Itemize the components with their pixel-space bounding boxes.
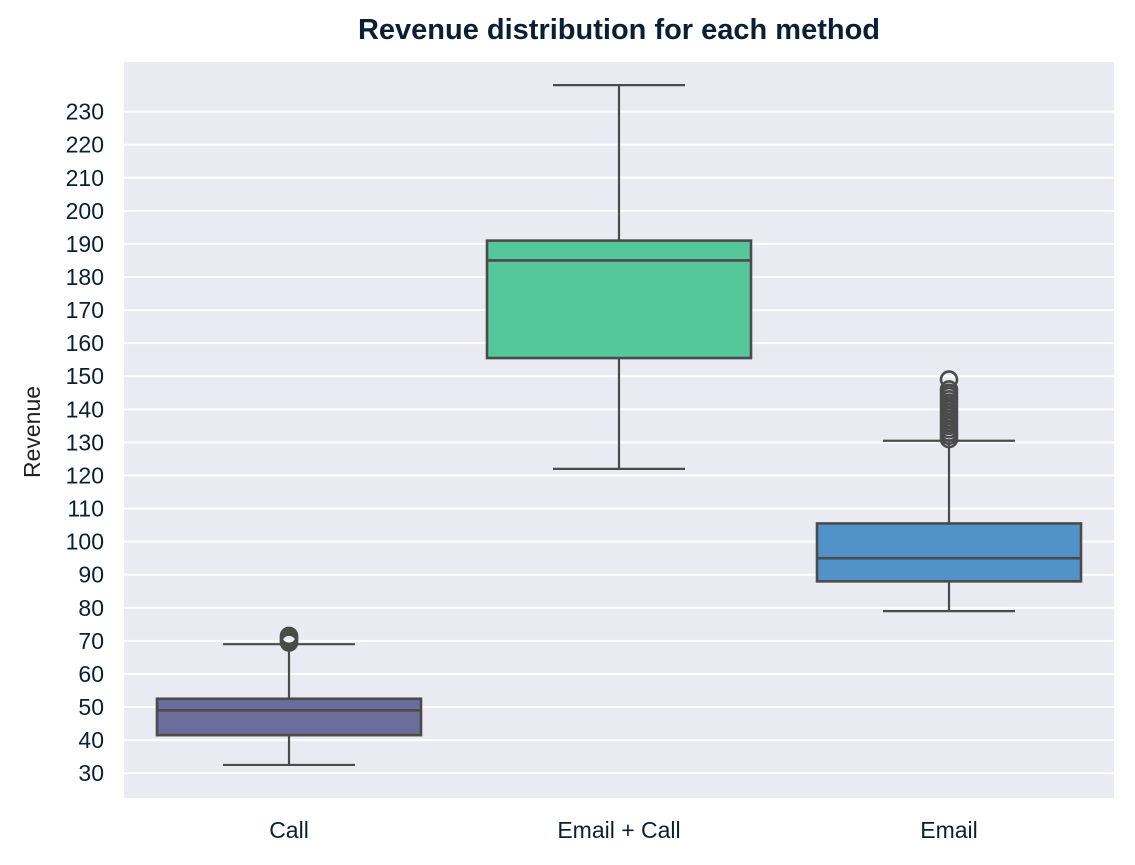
x-tick-label: Email + Call	[557, 817, 680, 843]
x-tick-labels: Call Email + Call Email	[269, 817, 978, 843]
y-tick-label: 90	[78, 562, 104, 588]
y-tick-label: 70	[78, 628, 104, 654]
y-tick-label: 160	[66, 330, 104, 356]
x-tick-label: Email	[920, 817, 978, 843]
y-tick-label: 140	[66, 396, 104, 422]
box-group	[485, 84, 753, 470]
y-tick-label: 100	[66, 529, 104, 555]
outlier-point	[939, 380, 959, 399]
y-tick-label: 30	[78, 760, 104, 786]
outlier-point	[939, 370, 959, 389]
y-tick-label: 50	[78, 694, 104, 720]
box	[485, 239, 753, 360]
y-tick-label: 210	[66, 165, 104, 191]
box	[815, 522, 1083, 583]
y-tick-labels: 30 40 50 60 70 80 90 100 110 120 130 140 150 160 170 18…	[66, 99, 104, 787]
y-tick-label: 170	[66, 297, 104, 323]
boxes	[155, 84, 1083, 767]
box	[155, 697, 423, 737]
chart-title: Revenue distribution for each method	[357, 14, 881, 46]
box-group	[815, 370, 1083, 613]
outlier-point	[279, 626, 299, 646]
y-tick-label: 180	[66, 264, 104, 290]
y-tick-label: 190	[66, 231, 104, 257]
y-tick-label: 130	[66, 429, 104, 455]
y-tick-label: 200	[66, 198, 104, 224]
y-tick-label: 220	[66, 132, 104, 158]
y-tick-label: 40	[78, 727, 104, 753]
x-tick-label: Call	[269, 817, 309, 843]
y-tick-label: 230	[66, 99, 104, 125]
y-tick-label: 150	[66, 363, 104, 389]
y-tick-label: 110	[67, 496, 104, 522]
y-axis-label: Revenue	[19, 386, 45, 478]
y-tick-label: 120	[66, 462, 104, 488]
y-tick-label: 60	[78, 661, 104, 687]
y-tick-label: 80	[78, 595, 104, 621]
box-group	[155, 626, 423, 767]
